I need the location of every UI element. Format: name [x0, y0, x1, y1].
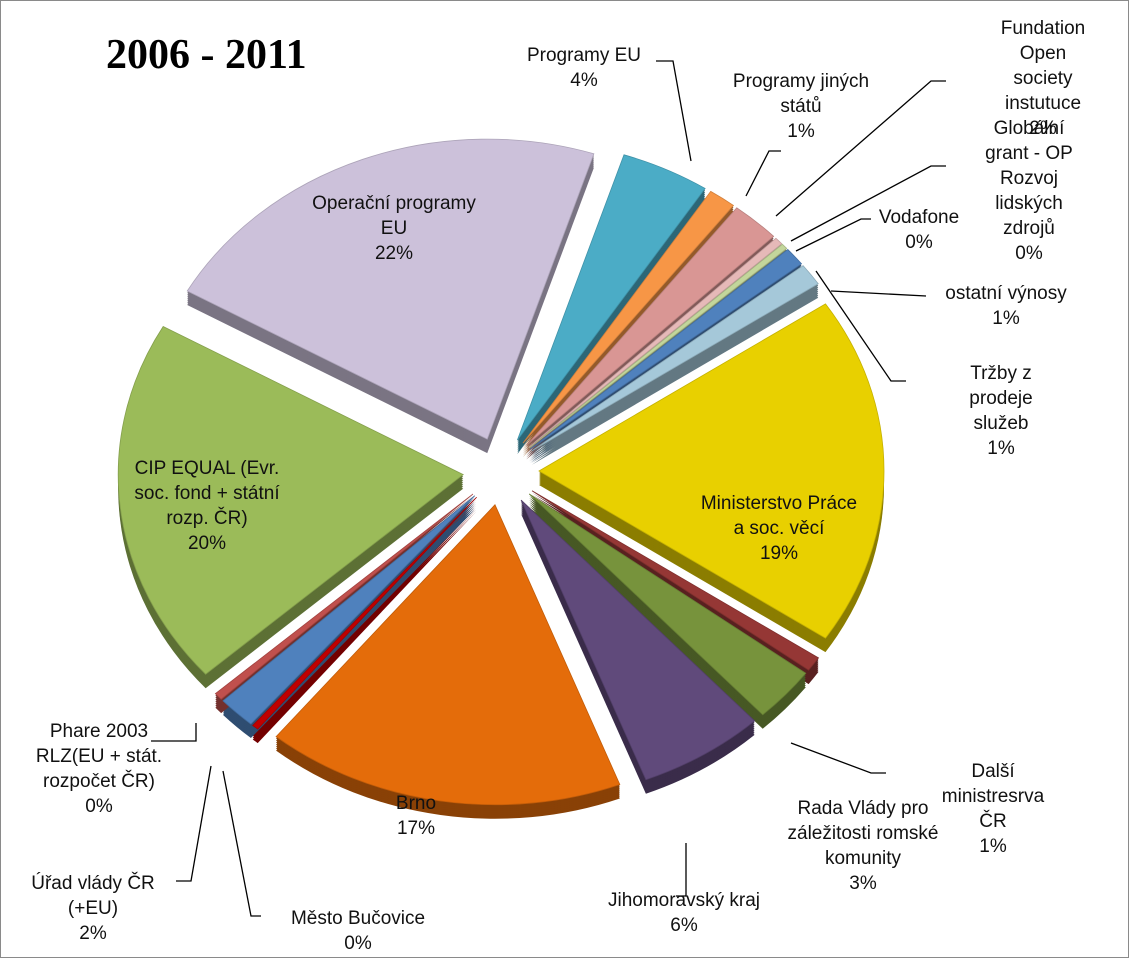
category-label: CIP EQUAL (Evr. soc. fond + státní rozp.…: [134, 458, 280, 529]
value-label: 4%: [570, 70, 598, 91]
category-label: Jihomoravský kraj: [607, 890, 761, 911]
slice: [516, 154, 706, 441]
slice-label: Tržby z prodeje služeb 1%: [938, 361, 1065, 461]
slice-label: Úřad vlády ČR (+EU) 2%: [31, 871, 155, 946]
leader-line: [795, 218, 871, 252]
leader-line: [790, 165, 946, 242]
category-label: Rada Vlády pro záležitosti romské komuni…: [787, 798, 939, 869]
value-label: 22%: [374, 243, 414, 264]
leader-lines: [151, 60, 946, 917]
slice-label: CIP EQUAL (Evr. soc. fond + státní rozp.…: [134, 456, 279, 556]
slice-label: Brno 17%: [396, 791, 436, 841]
slice: [275, 504, 621, 806]
slice: [528, 237, 783, 448]
category-label: Další ministresrva ČR: [941, 761, 1045, 832]
leader-line: [745, 150, 781, 197]
slice: [222, 495, 476, 725]
category-label: Fundation Open society instutuce: [1000, 18, 1086, 114]
value-label: 0%: [85, 796, 113, 817]
value-label: 1%: [787, 121, 815, 142]
category-label: Brno: [395, 793, 437, 814]
category-label: Úřad vlády ČR (+EU): [31, 873, 155, 919]
slice-label: Programy EU 4%: [527, 43, 641, 93]
slice-label: ostatní výnosy 1%: [945, 281, 1066, 331]
category-label: Vodafone: [878, 207, 960, 228]
value-label: 6%: [670, 915, 698, 936]
leader-line: [815, 270, 906, 382]
value-label: 1%: [987, 438, 1015, 459]
value-label: 17%: [396, 818, 436, 839]
category-label: ostatní výnosy: [945, 283, 1067, 304]
category-label: Phare 2003 RLZ(EU + stát. rozpočet ČR): [35, 721, 163, 792]
slice: [520, 499, 756, 781]
leader-line: [222, 770, 261, 917]
slice: [528, 493, 807, 716]
value-label: 2%: [79, 923, 107, 944]
slice-label: Jihomoravský kraj 6%: [608, 888, 760, 938]
value-label: 0%: [344, 933, 372, 954]
category-label: Globální grant - OP Rozvoj lidských zdro…: [985, 118, 1073, 239]
slice: [117, 325, 464, 675]
slice: [252, 496, 477, 730]
value-label: 1%: [979, 836, 1007, 857]
leader-line: [151, 723, 197, 742]
value-label: 20%: [187, 533, 227, 554]
slice-label: Vodafone 0%: [879, 205, 959, 255]
leader-line: [790, 742, 886, 774]
category-label: Programy EU: [526, 45, 642, 66]
slice: [525, 207, 775, 446]
value-label: 3%: [849, 873, 877, 894]
slice-label: Město Bučovice 0%: [291, 906, 425, 956]
category-label: Město Bučovice: [290, 908, 426, 929]
slice: [529, 248, 803, 450]
slice: [214, 493, 474, 700]
value-label: 0%: [905, 232, 933, 253]
category-label: Programy jiných států: [732, 71, 870, 117]
leader-line: [830, 290, 927, 297]
value-label: 1%: [992, 308, 1020, 329]
leader-line: [176, 765, 212, 882]
category-label: Operační programy EU: [312, 193, 476, 239]
slice-label: Rada Vlády pro záležitosti romské komuni…: [788, 796, 939, 896]
slice: [522, 190, 735, 444]
category-label: Tržby z prodeje služeb: [969, 363, 1033, 434]
slice-label: Programy jiných států 1%: [733, 69, 869, 144]
slice: [538, 303, 885, 639]
category-label: Ministerstvo Práce a soc. věcí: [700, 493, 858, 539]
slice-label: Phare 2003 RLZ(EU + stát. rozpočet ČR) 0%: [36, 719, 162, 819]
slice: [531, 490, 820, 671]
value-label: 19%: [759, 543, 799, 564]
leader-line: [775, 80, 946, 217]
slice: [186, 138, 595, 440]
slice-label: Fundation Open society instutuce 2%: [1001, 16, 1086, 141]
slice: [528, 243, 788, 449]
leader-line: [656, 60, 692, 162]
slice-label: Globální grant - OP Rozvoj lidských zdro…: [980, 116, 1079, 266]
value-label: 2%: [1029, 118, 1057, 139]
chart-title: 2006 - 2011: [106, 32, 307, 78]
value-label: 0%: [1015, 243, 1043, 264]
leader-line: [676, 843, 687, 897]
slice-label: Další ministresrva ČR 1%: [926, 759, 1061, 859]
slice-label: Operační programy EU 22%: [312, 191, 476, 266]
slice-label: Ministerstvo Práce a soc. věcí 19%: [701, 491, 857, 566]
slice: [531, 265, 819, 452]
